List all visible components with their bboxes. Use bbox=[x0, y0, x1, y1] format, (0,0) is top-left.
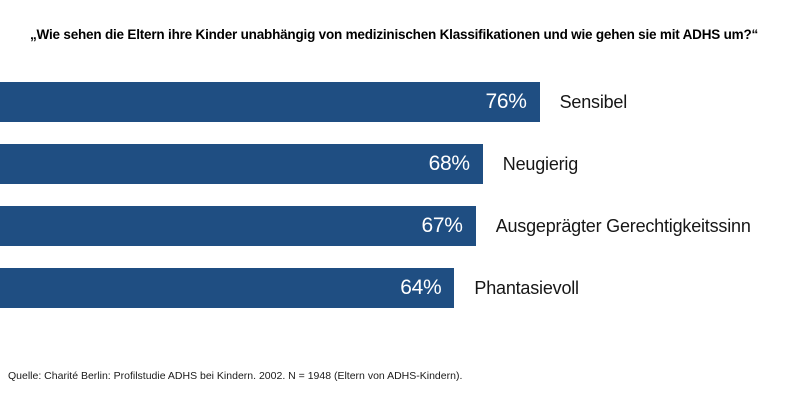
bar-row: 68% Neugierig bbox=[0, 144, 800, 184]
bar-row: 67% Ausgeprägter Gerechtigkeitssinn bbox=[0, 206, 800, 246]
bar-chart: 76% Sensibel 68% Neugierig 67% Ausgeprägter G… bbox=[0, 82, 800, 330]
bar-value-label: 68% bbox=[428, 152, 470, 175]
bar-category-label: Sensibel bbox=[559, 91, 628, 112]
bar-row: 64% Phantasievoll bbox=[0, 268, 800, 308]
bar-value-label: 76% bbox=[485, 90, 527, 113]
chart-title: „Wie sehen die Eltern ihre Kinder unabhä… bbox=[30, 27, 759, 42]
bar-category-label: Phantasievoll bbox=[474, 277, 579, 298]
bar-category-label: Ausgeprägter Gerechtigkeitssinn bbox=[495, 215, 751, 236]
bar: 68% bbox=[0, 144, 483, 184]
bar: 64% bbox=[0, 268, 455, 308]
bar: 67% bbox=[0, 206, 476, 246]
bar: 76% bbox=[0, 82, 540, 122]
bar-row: 76% Sensibel bbox=[0, 82, 800, 122]
bar-category-label: Neugierig bbox=[502, 153, 579, 174]
bar-value-label: 67% bbox=[421, 214, 463, 237]
bar-value-label: 64% bbox=[400, 276, 442, 299]
source-note: Quelle: Charité Berlin: Profilstudie ADH… bbox=[8, 370, 463, 382]
